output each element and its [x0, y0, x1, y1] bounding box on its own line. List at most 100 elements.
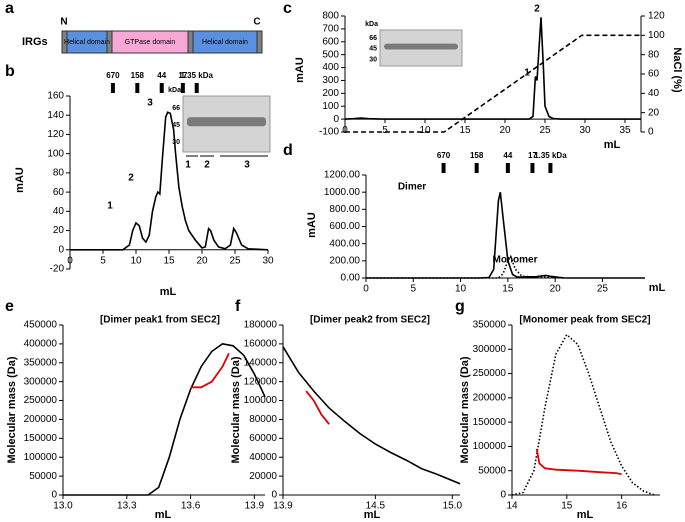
- y-tick-label: 100: [322, 101, 339, 112]
- y-tick-label: 150000: [24, 433, 58, 444]
- size-marker: [474, 163, 479, 173]
- lane-label: 2: [204, 160, 210, 171]
- domain: [66, 30, 108, 54]
- x-tick-label: 0: [67, 255, 73, 266]
- series-line: [345, 34, 641, 133]
- y-tick-label: 0: [500, 490, 506, 501]
- gel-size-label: 66: [369, 35, 377, 42]
- y-tick-label: 0: [58, 244, 64, 255]
- annotation: 1: [107, 201, 113, 212]
- domain: [192, 30, 258, 54]
- y-tick-label: 140000: [244, 357, 278, 368]
- size-marker-label: 158: [470, 151, 484, 160]
- y-tick-label: 120000: [244, 376, 278, 387]
- y-tick-label: 160: [47, 91, 64, 102]
- y-tick-label: 200.00: [329, 255, 360, 266]
- x-axis-title: mL: [160, 286, 177, 298]
- y-tick-label: 150000: [473, 417, 507, 428]
- x-tick-label: 15: [502, 284, 514, 295]
- size-marker: [194, 83, 199, 93]
- y-tick-label: 0: [333, 114, 339, 125]
- annotation: Dimer: [398, 182, 426, 193]
- y2-tick-label: 60: [648, 69, 660, 80]
- size-marker: [110, 83, 115, 93]
- y-tick-label: 400: [322, 62, 339, 73]
- x-tick-label: 25: [229, 255, 241, 266]
- x-tick-label: 13.9: [273, 501, 293, 512]
- x-tick-label: 14.5: [366, 501, 386, 512]
- x-axis-title: mL: [604, 139, 621, 151]
- y-axis-title: mAU: [14, 167, 26, 193]
- y-tick-label: 100000: [473, 441, 507, 452]
- y-tick-label: -100: [319, 127, 339, 138]
- y-tick-label: 300: [322, 75, 339, 86]
- y-tick-label: 600: [322, 36, 339, 47]
- y-tick-label: 100: [47, 148, 64, 159]
- domain-label: Helical domain: [202, 39, 248, 46]
- series-line: [366, 192, 645, 279]
- c-term: C: [253, 17, 260, 28]
- x-tick-label: 13.9: [245, 501, 265, 512]
- series-line: [190, 352, 230, 389]
- series-line: [70, 111, 269, 251]
- y-tick-label: 800: [322, 11, 339, 22]
- size-marker-label: 670: [106, 71, 120, 80]
- y-tick-label: 700: [322, 24, 339, 35]
- y-tick-label: 350000: [473, 320, 507, 331]
- series-line: [63, 343, 266, 496]
- y-tick-label: 20000: [249, 471, 277, 482]
- y-tick-label: 400000: [24, 339, 58, 350]
- y2-axis-title: NaCl (%): [671, 47, 683, 93]
- x-tick-label: 30: [579, 125, 591, 136]
- series-line: [366, 254, 565, 279]
- x-tick-label: 13.0: [53, 501, 73, 512]
- y-tick-label: 0: [271, 490, 277, 501]
- series-line: [535, 448, 622, 475]
- gel-band: [384, 43, 458, 50]
- y-tick-label: 300000: [473, 344, 507, 355]
- panel-label: b: [5, 63, 15, 80]
- y-axis-title: Molecular mass (Da): [6, 356, 18, 463]
- lane-label: 3: [244, 160, 250, 171]
- y-tick-label: 1000.00: [324, 187, 361, 198]
- y2-tick-label: 20: [648, 107, 660, 118]
- x-tick-label: 15: [163, 255, 175, 266]
- x-tick-label: 10: [130, 255, 142, 266]
- y-tick-label: 20: [53, 225, 65, 236]
- size-marker-label: 670: [437, 151, 451, 160]
- x-tick-label: 0: [342, 125, 348, 136]
- y-tick-label: 1200.00: [324, 170, 361, 181]
- size-marker-label: 1.35 kDa: [180, 71, 213, 80]
- lane-label: 1: [185, 160, 191, 171]
- x-tick-label: 20: [499, 125, 511, 136]
- x-tick-label: 15: [459, 125, 471, 136]
- size-marker-label: 158: [131, 71, 145, 80]
- y-tick-label: 80000: [249, 414, 277, 425]
- x-tick-label: 10: [455, 284, 467, 295]
- annotation: 2: [128, 173, 134, 184]
- x-tick-label: 16: [616, 501, 628, 512]
- x-tick-label: 10: [419, 125, 431, 136]
- chart-title: [Dimer peak1 from SEC2]: [100, 315, 220, 326]
- series-line: [305, 390, 330, 425]
- gel-size-label: 45: [369, 46, 377, 53]
- y-tick-label: 600.00: [329, 221, 360, 232]
- x-tick-label: 15.0: [443, 501, 463, 512]
- size-marker: [505, 163, 510, 173]
- y-tick-label: 500: [322, 49, 339, 60]
- size-marker: [180, 83, 185, 93]
- chart-title: [Monomer peak from SEC2]: [519, 315, 650, 326]
- panel-label: c: [283, 0, 292, 17]
- y-axis-title: Molecular mass (Da): [230, 356, 242, 463]
- y-tick-label: 200: [322, 88, 339, 99]
- x-tick-label: 13.6: [181, 501, 201, 512]
- x-tick-label: 20: [550, 284, 562, 295]
- y-tick-label: 250000: [24, 395, 58, 406]
- y-axis-title: Molecular mass (Da): [459, 356, 471, 463]
- series-line: [282, 346, 461, 485]
- size-marker-label: 1.35 kDa: [534, 151, 567, 160]
- y-tick-label: 100000: [24, 452, 58, 463]
- y-tick-label: 40000: [249, 452, 277, 463]
- x-tick-label: 35: [619, 125, 631, 136]
